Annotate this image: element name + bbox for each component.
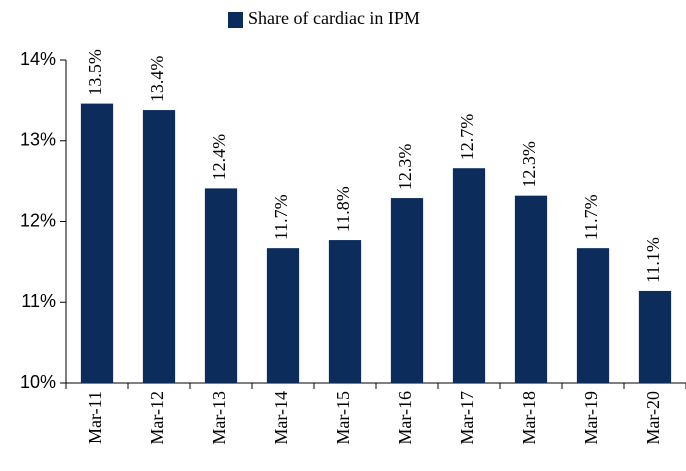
- value-label: 13.4%: [147, 56, 167, 103]
- x-tick-label: Mar-18: [519, 391, 539, 445]
- value-label: 12.3%: [519, 141, 539, 188]
- bar: [266, 248, 300, 383]
- bar: [576, 248, 610, 383]
- x-tick-label: Mar-19: [581, 391, 601, 445]
- x-tick-label: Mar-14: [271, 391, 291, 445]
- bar: [452, 168, 486, 383]
- x-tick-label: Mar-20: [643, 391, 663, 445]
- bar: [142, 110, 176, 383]
- y-tick-label: 10%: [20, 372, 56, 392]
- legend-label: Share of cardiac in IPM: [248, 8, 420, 28]
- x-tick-label: Mar-17: [457, 391, 477, 445]
- bar: [328, 240, 362, 383]
- bar: [204, 188, 238, 383]
- value-label: 12.3%: [395, 144, 415, 191]
- legend-swatch: [228, 12, 243, 28]
- x-tick-label: Mar-12: [147, 391, 167, 445]
- bar: [390, 198, 424, 383]
- value-label: 11.7%: [271, 194, 291, 240]
- bar: [80, 103, 114, 383]
- x-tick-label: Mar-15: [333, 391, 353, 445]
- bar: [514, 195, 548, 383]
- value-label: 11.8%: [333, 186, 353, 232]
- y-tick-label: 13%: [20, 130, 56, 150]
- value-label: 12.4%: [209, 134, 229, 181]
- x-tick-label: Mar-13: [209, 391, 229, 445]
- x-tick-label: Mar-16: [395, 391, 415, 445]
- value-label: 11.7%: [581, 194, 601, 240]
- x-tick-label: Mar-11: [85, 391, 105, 444]
- bar: [638, 290, 672, 383]
- value-label: 11.1%: [643, 237, 663, 283]
- value-label: 13.5%: [85, 49, 105, 96]
- y-tick-label: 14%: [20, 49, 56, 69]
- y-tick-label: 11%: [21, 291, 56, 311]
- value-label: 12.7%: [457, 114, 477, 161]
- y-tick-label: 12%: [20, 210, 56, 230]
